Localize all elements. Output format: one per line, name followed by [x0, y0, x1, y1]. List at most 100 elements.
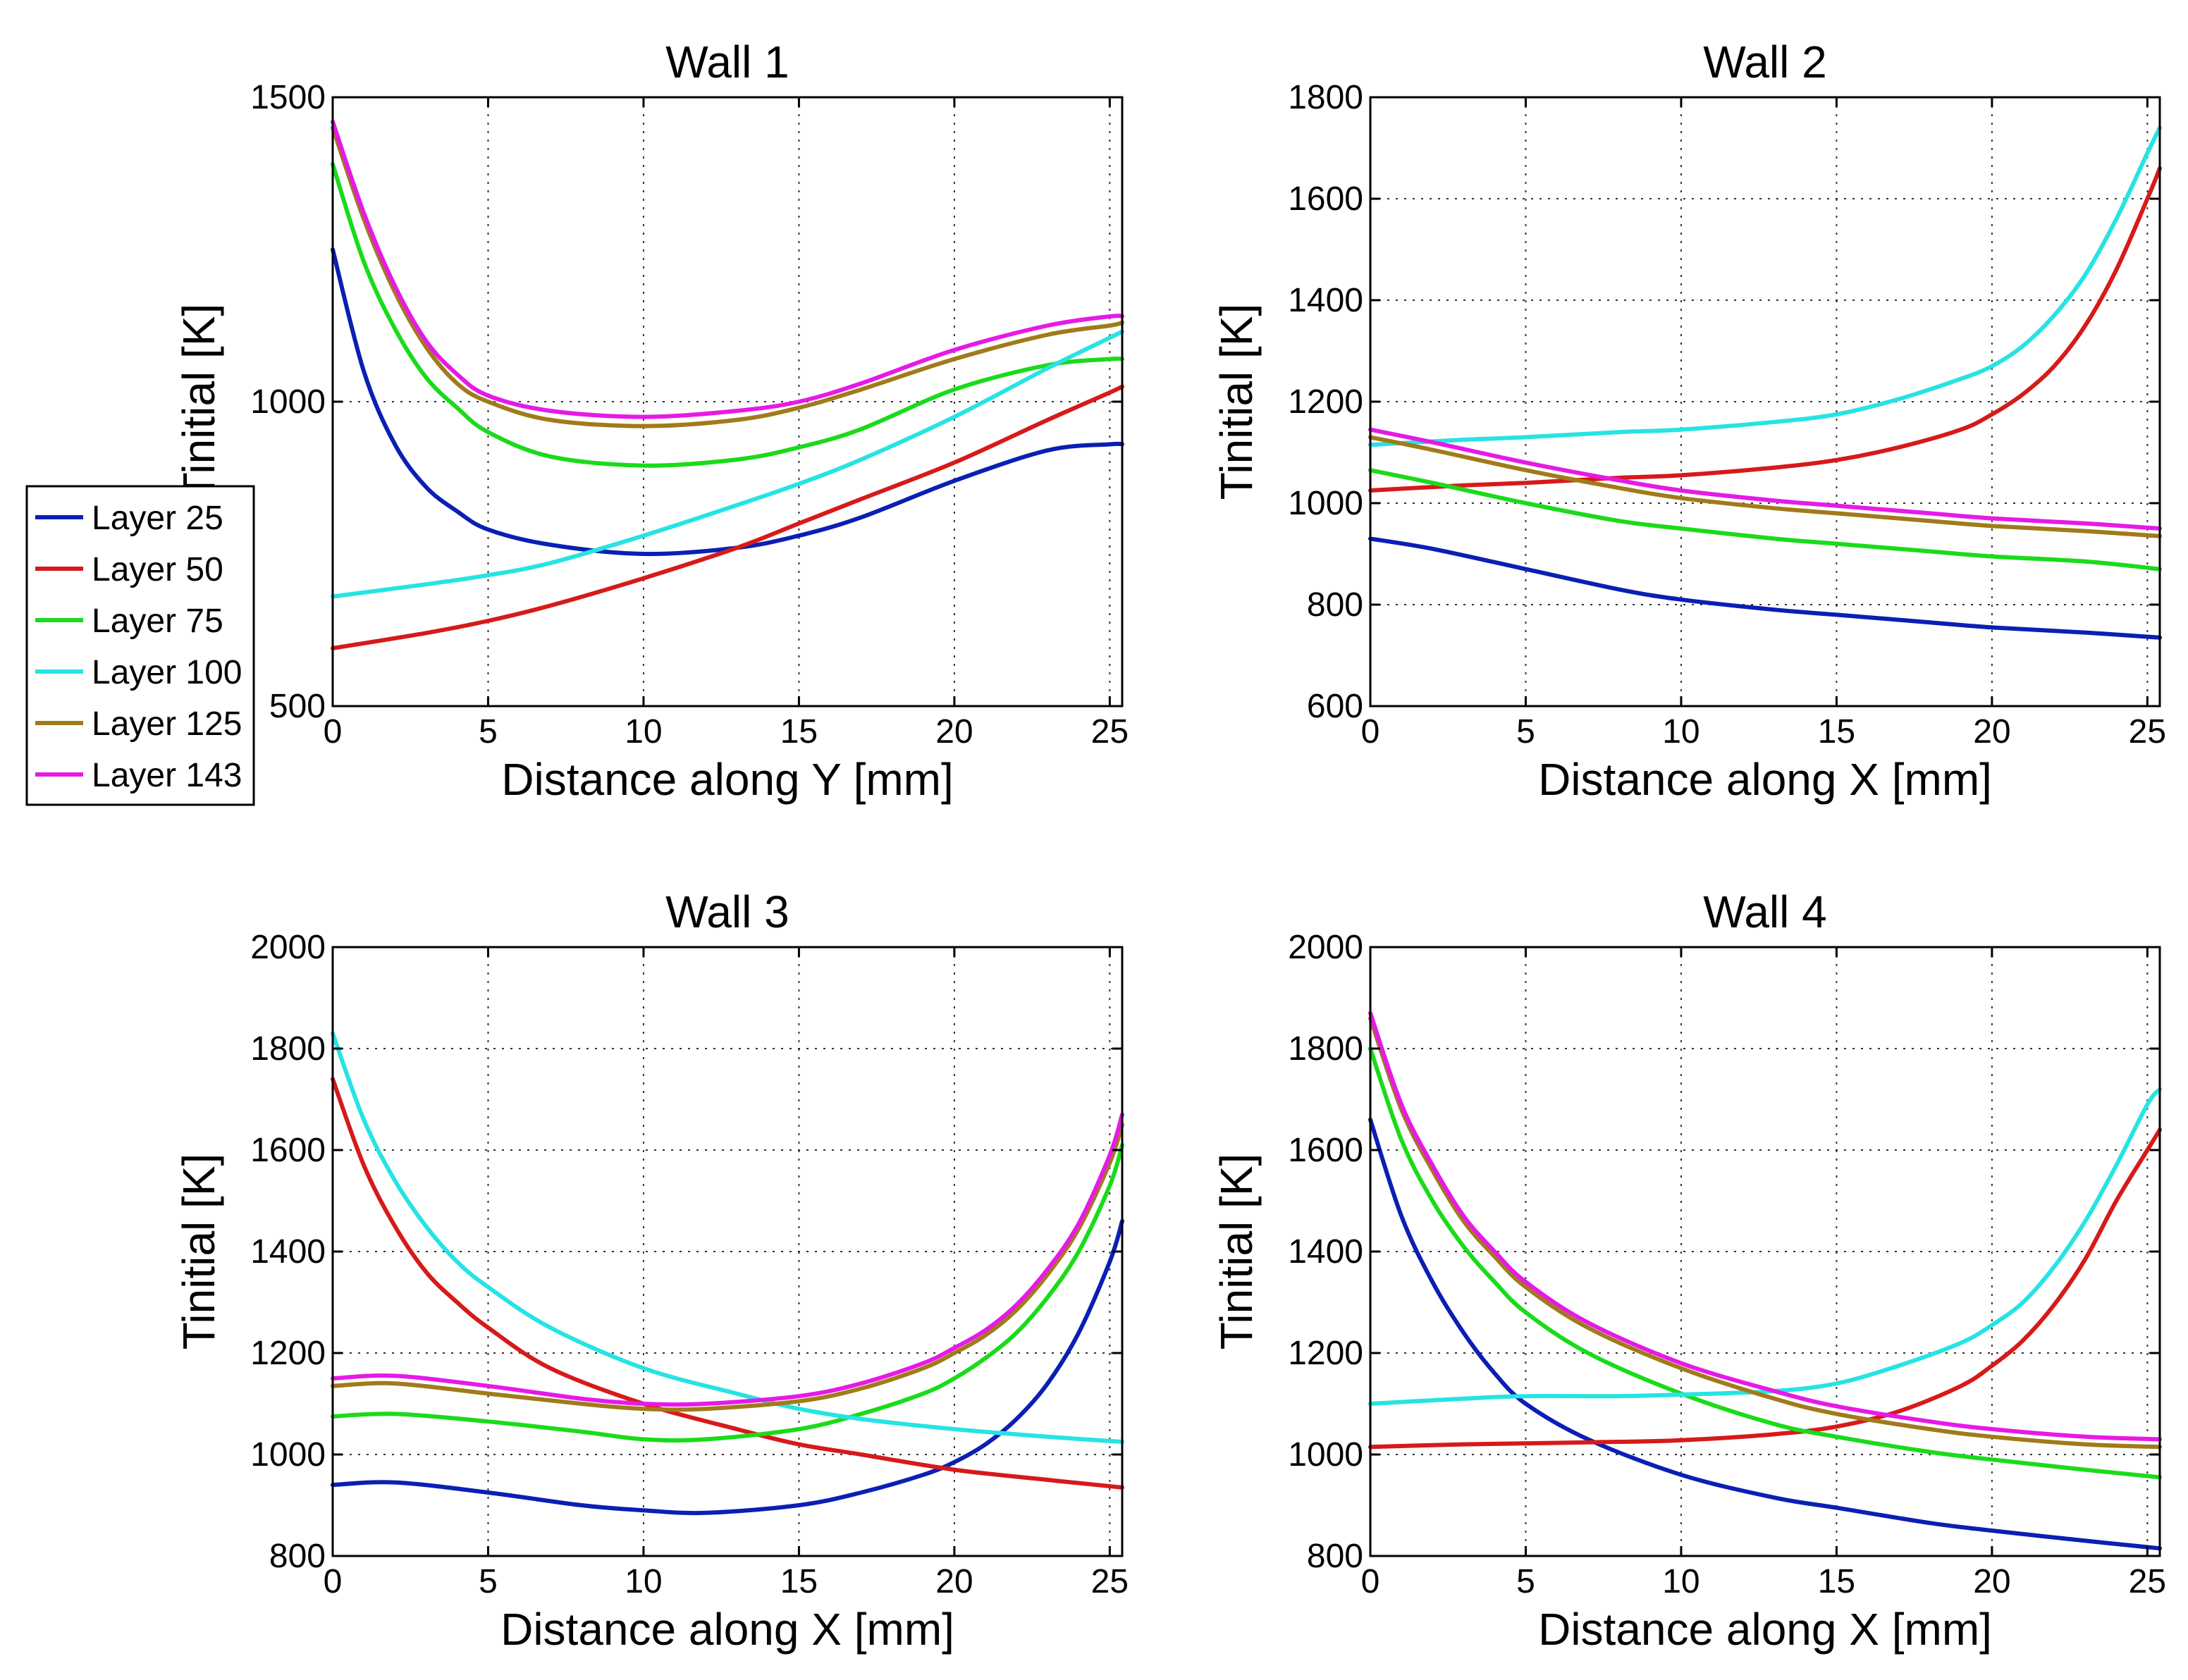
- series-line-layer-143: [331, 119, 1124, 419]
- x-tick-label: 25: [2129, 713, 2166, 751]
- legend-label-layer-25: Layer 25: [92, 500, 223, 537]
- x-tick-label: 5: [1516, 1563, 1535, 1600]
- x-axis-label: Distance along X [mm]: [1538, 754, 1992, 805]
- series-line-layer-100: [331, 1031, 1124, 1444]
- series-line-layer-25: [331, 1218, 1124, 1516]
- series-line-layer-143: [1368, 427, 2162, 531]
- chart-panel-3: 0 5 10 15 20 25 800 1000 1200 1400 1600 1800 2000 Wal…: [173, 887, 1129, 1655]
- x-tick-label: 25: [1091, 1563, 1129, 1600]
- x-tick-label: 20: [1973, 1563, 2010, 1600]
- series-line-layer-125: [331, 1123, 1124, 1412]
- y-axis-label: Tinitial [K]: [173, 304, 224, 500]
- y-tick-label: 1400: [1288, 282, 1363, 319]
- y-tick-label: 800: [1307, 1538, 1363, 1575]
- legend-label-layer-75: Layer 75: [92, 603, 223, 640]
- legend: Layer 25 Layer 50 Layer 75 Layer 100 Layer 1…: [25, 485, 255, 806]
- y-tick-label: 1600: [1288, 180, 1363, 218]
- x-tick-label: 10: [1662, 713, 1700, 751]
- y-tick-label: 1000: [250, 1436, 326, 1474]
- y-axis-label: Tinitial [K]: [173, 1154, 224, 1350]
- x-tick-label: 0: [1361, 713, 1380, 751]
- chart-title: Wall 3: [665, 887, 789, 937]
- series-line-layer-25: [1368, 1117, 2162, 1551]
- y-tick-label: 1500: [250, 79, 326, 116]
- y-axis-label: Tinitial [K]: [1211, 1154, 1262, 1350]
- y-tick-label: 2000: [1288, 929, 1363, 966]
- x-tick-label: 20: [1973, 713, 2010, 751]
- x-axis-label: Distance along Y [mm]: [501, 754, 954, 805]
- x-tick-label: 15: [780, 1563, 818, 1600]
- y-tick-label: 500: [269, 688, 326, 725]
- x-tick-label: 0: [324, 713, 343, 751]
- x-tick-label: 15: [1818, 713, 1855, 751]
- y-tick-label: 1600: [1288, 1132, 1363, 1169]
- legend-box: [25, 485, 255, 806]
- series-line-layer-125: [331, 125, 1124, 428]
- y-tick-label: 1600: [250, 1132, 326, 1169]
- x-tick-label: 10: [625, 1563, 662, 1600]
- x-tick-label: 10: [1662, 1563, 1700, 1600]
- x-tick-label: 5: [479, 713, 498, 751]
- legend-label-layer-50: Layer 50: [92, 551, 223, 588]
- legend-label-layer-125: Layer 125: [92, 705, 242, 743]
- y-tick-label: 1800: [250, 1030, 326, 1068]
- series-line-layer-50: [331, 1077, 1124, 1490]
- x-tick-label: 25: [1091, 713, 1129, 751]
- legend-label-layer-100: Layer 100: [92, 654, 242, 691]
- x-tick-label: 0: [324, 1563, 343, 1600]
- series-line-layer-25: [331, 247, 1124, 557]
- series-line-layer-100: [1368, 125, 2162, 447]
- y-tick-label: 800: [1307, 586, 1363, 624]
- y-tick-label: 1200: [1288, 383, 1363, 421]
- y-tick-label: 1000: [1288, 485, 1363, 522]
- series-line-layer-50: [1368, 166, 2162, 493]
- series-line-layer-125: [1368, 435, 2162, 538]
- chart-title: Wall 2: [1703, 37, 1826, 87]
- chart-title: Wall 4: [1703, 887, 1826, 937]
- series-line-layer-75: [1368, 1046, 2162, 1480]
- x-tick-label: 25: [2129, 1563, 2166, 1600]
- legend-label-layer-143: Layer 143: [92, 757, 242, 794]
- y-tick-label: 1000: [1288, 1436, 1363, 1474]
- x-tick-label: 20: [935, 713, 973, 751]
- y-tick-label: 2000: [250, 929, 326, 966]
- series-line-layer-50: [1368, 1128, 2162, 1450]
- series-line-layer-75: [1368, 468, 2162, 572]
- series-line-layer-75: [331, 1142, 1124, 1443]
- series-line-layer-125: [1368, 1015, 2162, 1450]
- y-tick-label: 1400: [1288, 1233, 1363, 1271]
- series-line-layer-75: [331, 162, 1124, 468]
- y-tick-label: 800: [269, 1538, 326, 1575]
- chart-panel-2: 0 5 10 15 20 25 600 800 1000 1200 1400 1600 1800 Wall…: [1211, 37, 2166, 805]
- series-line-layer-50: [331, 384, 1124, 650]
- plot-area: [331, 946, 1124, 1557]
- x-tick-label: 15: [780, 713, 818, 751]
- x-axis-label: Distance along X [mm]: [1538, 1604, 1992, 1655]
- x-tick-label: 10: [625, 713, 662, 751]
- y-tick-label: 1800: [1288, 1030, 1363, 1068]
- y-tick-label: 600: [1307, 688, 1363, 725]
- y-tick-label: 1200: [250, 1335, 326, 1372]
- chart-panel-1: 0 5 10 15 20 25 500 1000 1500 Wall 1 Distance alon…: [173, 37, 1129, 805]
- y-tick-label: 1200: [1288, 1335, 1363, 1372]
- x-tick-label: 15: [1818, 1563, 1855, 1600]
- y-axis-label: Tinitial [K]: [1211, 304, 1262, 500]
- plot-area: [331, 96, 1124, 708]
- x-tick-label: 5: [1516, 713, 1535, 751]
- series-line-layer-100: [331, 329, 1124, 599]
- x-axis-label: Distance along X [mm]: [500, 1604, 954, 1655]
- y-tick-label: 1800: [1288, 79, 1363, 116]
- chart-panel-4: 0 5 10 15 20 25 800 1000 1200 1400 1600 1800 2000 Wal…: [1211, 887, 2166, 1655]
- x-tick-label: 5: [479, 1563, 498, 1600]
- chart-title: Wall 1: [665, 37, 789, 87]
- y-tick-label: 1400: [250, 1233, 326, 1271]
- series-line-layer-143: [1368, 1011, 2162, 1442]
- x-tick-label: 20: [935, 1563, 973, 1600]
- series-line-layer-25: [1368, 536, 2162, 640]
- y-tick-label: 1000: [250, 383, 326, 421]
- x-tick-label: 0: [1361, 1563, 1380, 1600]
- series-line-layer-100: [1368, 1087, 2162, 1406]
- series-line-layer-143: [331, 1112, 1124, 1407]
